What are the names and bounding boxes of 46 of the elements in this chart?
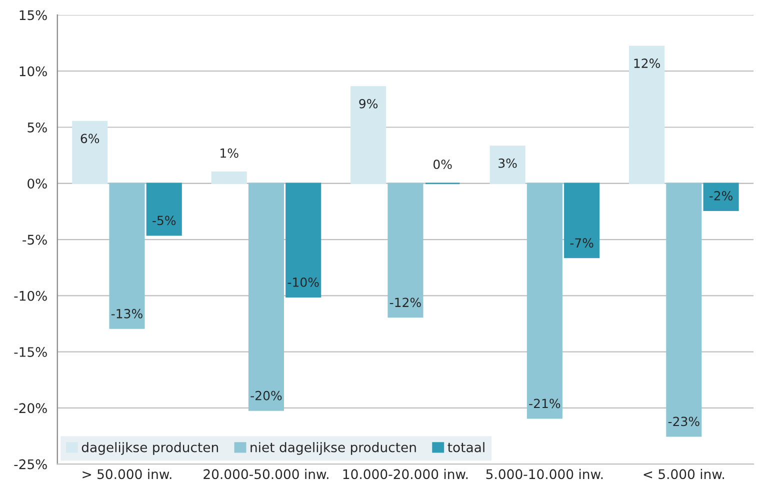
bar — [72, 120, 108, 184]
legend-label: dagelijkse producten — [82, 442, 218, 455]
y-tick-label: -20% — [14, 403, 47, 414]
data-label: -7% — [570, 238, 594, 248]
bar — [286, 182, 322, 298]
y-tick-label: -10% — [14, 290, 47, 301]
bar — [350, 86, 386, 184]
bar — [629, 46, 665, 184]
bar — [211, 171, 247, 184]
data-label: 0% — [433, 160, 452, 170]
x-tick-label: > 50.000 inw. — [82, 468, 172, 480]
bar — [490, 146, 526, 184]
data-label: -20% — [250, 390, 282, 400]
y-tick-label: 5% — [28, 122, 47, 132]
x-tick-label: 10.000-20.000 inw. — [343, 468, 468, 480]
data-label: -12% — [390, 298, 421, 308]
legend-label: niet dagelijkse producten — [250, 442, 416, 455]
x-tick-label: < 5.000 inw. — [644, 468, 724, 480]
x-tick-label: 5.000-10.000 inw. — [486, 468, 603, 480]
legend-label: totaal — [448, 442, 484, 452]
data-label: -13% — [111, 308, 142, 318]
bar — [109, 182, 145, 329]
data-label: -5% — [152, 216, 176, 226]
data-label: 9% — [359, 98, 378, 108]
bar — [564, 182, 600, 258]
y-tick-label: 0% — [28, 178, 47, 189]
bar — [146, 182, 182, 236]
bar — [248, 182, 284, 411]
data-label: -10% — [288, 277, 319, 287]
y-tick-label: 15% — [20, 10, 47, 20]
bar — [666, 182, 702, 437]
data-label: -2% — [709, 191, 733, 200]
data-label: -23% — [668, 416, 700, 426]
bar — [388, 182, 424, 318]
x-tick-label: 20.000-50.000 inw. — [204, 468, 328, 480]
bar — [526, 182, 562, 419]
y-tick-label: -5% — [22, 234, 47, 245]
data-label: 1% — [220, 148, 238, 158]
data-label: 12% — [634, 58, 660, 68]
y-tick-label: -15% — [14, 347, 47, 357]
y-tick-label: -25% — [14, 459, 47, 470]
data-label: 3% — [498, 158, 517, 168]
data-label: 6% — [80, 134, 100, 144]
data-label: -21% — [529, 398, 560, 408]
y-tick-label: 10% — [20, 66, 47, 76]
bar — [703, 182, 739, 212]
